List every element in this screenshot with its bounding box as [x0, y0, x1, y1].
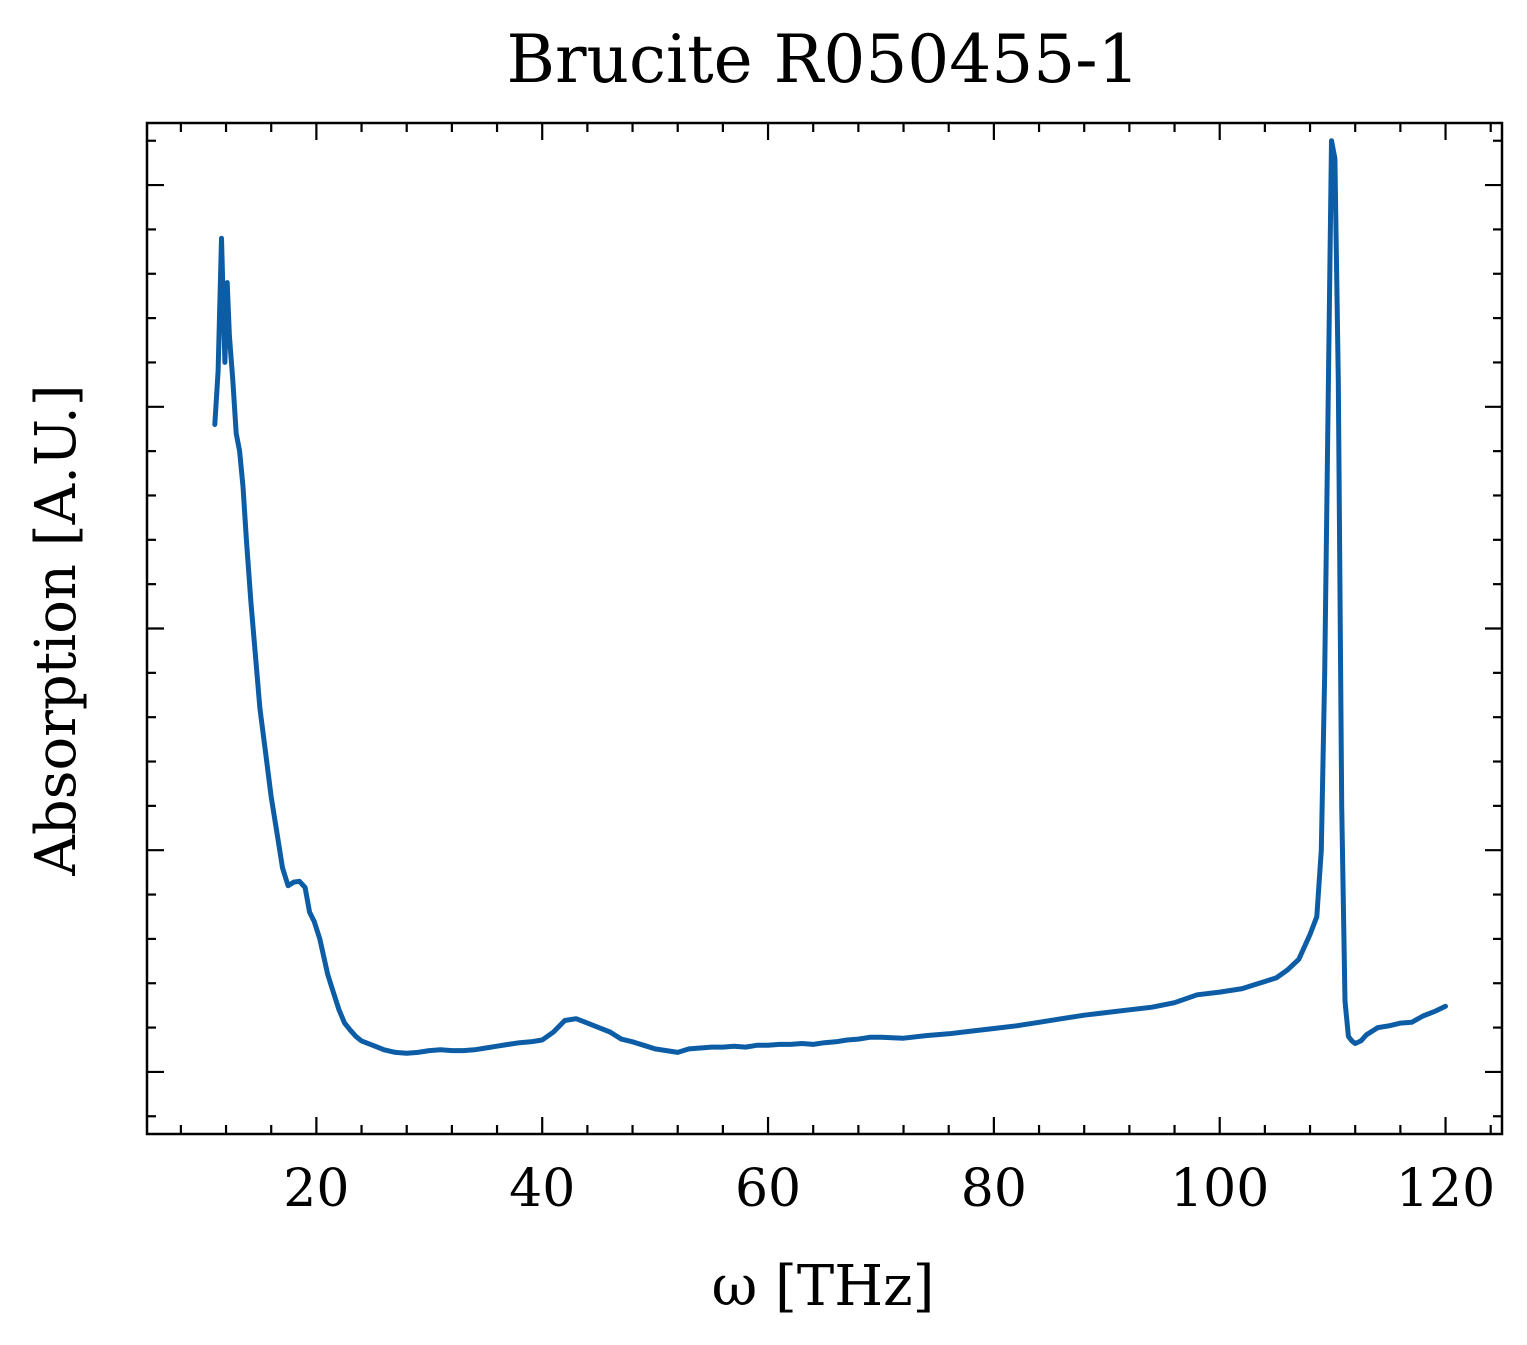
x-tick-label: 100 [1170, 1159, 1269, 1219]
x-tick-label: 60 [735, 1159, 801, 1219]
x-tick-label: 80 [961, 1159, 1027, 1219]
plot-frame [145, 121, 1504, 1136]
x-tick-label: 40 [509, 1159, 575, 1219]
y-axis-label: Absorption [A.U.] [24, 384, 89, 876]
x-tick-label: 20 [283, 1159, 349, 1219]
x-axis-label: ω [THz] [712, 1254, 935, 1319]
chart-title: Brucite R050455-1 [506, 21, 1139, 98]
x-tick-labels: 20 40 60 80 100 120 [283, 1159, 1495, 1219]
absorption-series-line [212, 138, 1448, 1056]
axis-ticks [147, 123, 1502, 1134]
x-tick-label: 120 [1396, 1159, 1495, 1219]
